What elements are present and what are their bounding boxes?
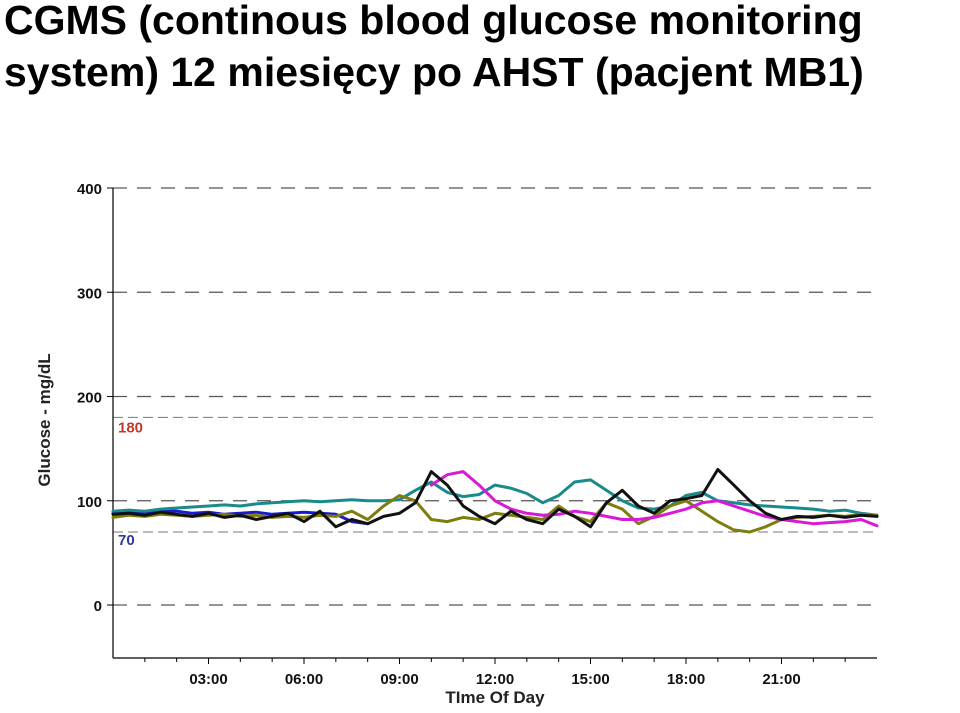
axes [112, 188, 877, 659]
x-tick-label: 12:00 [476, 671, 514, 688]
y-tick-label: 200 [77, 390, 102, 407]
reference-label-180: 180 [118, 419, 143, 436]
x-tick-label: 06:00 [285, 671, 323, 688]
x-tick-label: 09:00 [380, 671, 418, 688]
y-tick-label: 400 [77, 181, 102, 198]
y-axis-title: Glucose - mg/dL [35, 353, 54, 486]
x-tick-label: 21:00 [762, 671, 800, 688]
slide-title-line-2: system) 12 miesięcy po AHST (pacjent MB1… [4, 49, 864, 95]
tick-labels: 0 100 200 300 400 180 70 03:00 06:00 09:00 12:00 15… [77, 181, 801, 688]
slide-title-line-1: CGMS (continous blood glucose monitoring [4, 0, 863, 43]
y-tick-label: 300 [77, 285, 102, 302]
gridlines [107, 187, 877, 664]
series-line-4 [429, 470, 879, 528]
series-lines [111, 468, 879, 534]
series-line-2 [111, 478, 879, 517]
series-line-5 [111, 468, 879, 529]
y-tick-label: 100 [77, 494, 102, 511]
x-tick-label: 18:00 [667, 671, 705, 688]
y-tick-label: 0 [94, 598, 102, 615]
reference-label-70: 70 [118, 532, 135, 549]
slide-title: CGMS (continous blood glucose monitoring… [4, 0, 960, 98]
x-tick-label: 03:00 [189, 671, 227, 688]
x-axis-title: TIme Of Day [445, 688, 545, 707]
x-tick-label: 15:00 [571, 671, 609, 688]
